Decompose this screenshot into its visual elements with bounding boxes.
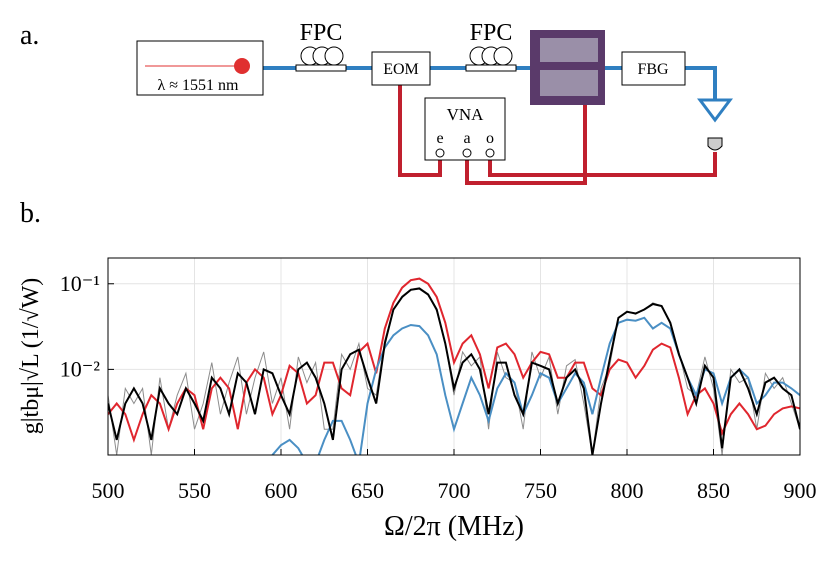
x-tick-label: 800 [611,478,644,503]
fpc-label: FPC [300,20,343,46]
x-tick-label: 550 [178,478,211,503]
data-line [108,287,800,455]
port-label: e [436,130,443,147]
x-axis-label: Ω/2π (MHz) [384,511,524,542]
port-label: a [463,130,470,147]
x-tick-label: 750 [524,478,557,503]
x-tick-label: 700 [438,478,471,503]
data-line [271,316,800,455]
fbg-label: FBG [637,61,669,78]
fpc-label: FPC [470,20,513,46]
vna-label: VNA [447,105,485,124]
x-tick-label: 650 [351,478,384,503]
plot-lines [108,277,800,455]
data-line [108,287,800,455]
setup-diagram [136,30,733,185]
data-line [108,277,800,444]
y-axis-label: g|tbμ|√L (1/√W) [18,278,44,435]
y-tick-label: 10⁻¹ [60,271,100,296]
port-label: o [486,130,494,147]
plot-frame [107,257,801,456]
panel-label: a. [20,20,39,51]
panel-label: b. [20,198,41,229]
laser-label: λ ≈ 1551 nm [158,77,240,94]
x-tick-label: 900 [784,478,817,503]
x-tick-label: 600 [265,478,298,503]
y-tick-label: 10⁻² [60,356,101,381]
x-tick-label: 500 [92,478,125,503]
x-tick-label: 850 [697,478,730,503]
eom-label: EOM [383,61,419,78]
